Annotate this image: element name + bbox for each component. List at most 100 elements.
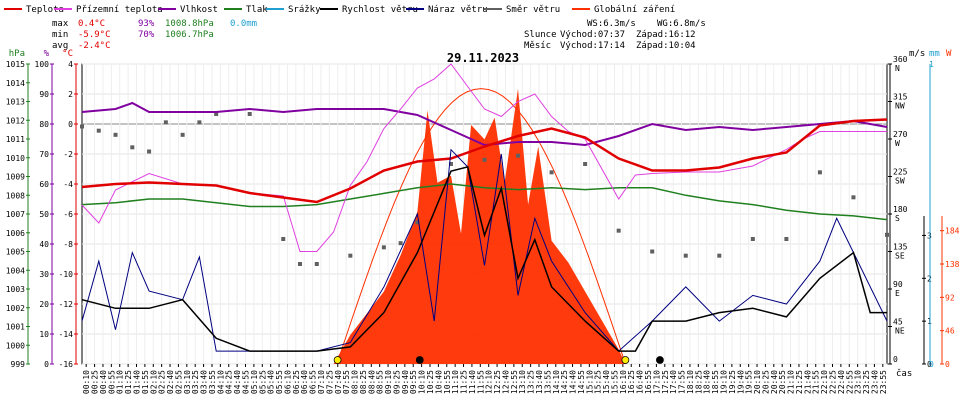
x-tick-label: 22:40: [837, 370, 846, 394]
x-tick-label: 23:25: [862, 370, 871, 394]
stat-max-temp: 0.4°C: [78, 19, 105, 29]
axis-pressure-tick-label: 1009: [6, 173, 25, 182]
x-tick-label: 20:55: [778, 370, 787, 394]
axes: 00:10 00:25 00:40 00:55 01:10 01:25 01:40 01:55…: [6, 49, 960, 394]
x-tick-label: 04:10: [216, 370, 225, 394]
axis-direction-direction-label: S: [895, 214, 900, 223]
x-tick-label: 04:25: [225, 370, 234, 394]
wind-direction-point: [314, 262, 319, 266]
axis-radiation-label: W: [946, 49, 952, 59]
stat-max-press: 1008.8hPa: [165, 19, 214, 29]
wind-direction-point: [348, 253, 353, 258]
wind-direction-point: [817, 170, 822, 175]
stat-moon-label: Měsíc: [524, 41, 551, 51]
x-tick-label: 14:40: [569, 370, 578, 394]
legend-label: Rychlost větru: [342, 5, 418, 15]
axis-humidity-tick-label: 40: [39, 240, 49, 249]
wind-direction-point: [683, 253, 688, 258]
moonrise-marker: [656, 356, 664, 364]
wind-direction-point: [214, 112, 219, 116]
axis-radiation-tick-label: 46: [945, 327, 955, 336]
stat-min-press: 1006.7hPa: [165, 30, 214, 40]
x-tick-label: 02:25: [158, 370, 167, 394]
x-tick-label: 23:40: [870, 370, 879, 394]
x-tick-label: 11:25: [460, 370, 469, 394]
stat-avg-label: avg: [52, 41, 68, 51]
wind-direction-point: [113, 132, 118, 137]
axis-pressure-tick-label: 1011: [6, 135, 25, 144]
series-radiation-area: [333, 88, 626, 364]
stats-block: max 0.4°C 93% 1008.8hPa 0.0mm min -5.9°C…: [52, 19, 706, 51]
axis-direction-direction-label: E: [895, 289, 900, 298]
x-tick-label: 06:40: [300, 370, 309, 394]
x-tick-label: 18:10: [686, 370, 695, 394]
x-tick-label: 11:55: [476, 370, 485, 394]
axis-temperature-tick-label: 0: [68, 120, 73, 129]
x-tick-label: 06:25: [292, 370, 301, 394]
x-tick-label: 02:10: [149, 370, 158, 394]
stat-min-hum: 70%: [138, 30, 155, 40]
x-tick-label: 17:25: [661, 370, 670, 394]
axis-direction-tick-label: 225: [893, 168, 908, 177]
stat-moon-rise: Východ:17:14: [560, 41, 625, 51]
axis-pressure-tick-label: 1004: [6, 266, 25, 275]
legend-label: Přízemní teplota: [76, 5, 163, 15]
x-tick-label: 06:10: [283, 370, 292, 394]
wind-direction-point: [180, 132, 185, 137]
wind-direction-point: [650, 249, 655, 254]
x-tick-label: 19:55: [745, 370, 754, 394]
axis-humidity-tick-label: 60: [39, 180, 49, 189]
axis-direction-direction-label: SW: [895, 177, 905, 186]
axis-pressure-tick-label: 1002: [6, 304, 25, 313]
stat-max-rain: 0.0mm: [230, 19, 257, 29]
wind-direction-point: [163, 120, 168, 125]
sunrise-marker: [333, 356, 342, 364]
x-tick-label: 21:10: [787, 370, 796, 394]
axis-direction-tick-label: 360: [893, 55, 908, 64]
x-tick-label: 00:10: [82, 370, 91, 394]
axis-pressure-tick-label: 1005: [6, 248, 25, 257]
axis-temperature-tick-label: -8: [63, 240, 73, 249]
axis-temperature-tick-label: -6: [63, 210, 73, 219]
x-tick-label: 01:25: [124, 370, 133, 394]
axis-radiation-tick-label: 0: [945, 360, 950, 369]
stat-min-label: min: [52, 30, 68, 40]
x-tick-label: 22:25: [828, 370, 837, 394]
sunset-marker: [621, 356, 630, 364]
stat-sun-label: Slunce: [524, 30, 557, 40]
axis-temperature-tick-label: 2: [68, 90, 73, 99]
legend-label: Tlak: [246, 5, 268, 15]
axis-temperature-tick-label: -10: [59, 270, 74, 279]
x-tick-label: 05:25: [258, 370, 267, 394]
x-tick-label: 11:10: [451, 370, 460, 394]
wind-direction-point: [885, 232, 889, 237]
wind-direction-point: [298, 262, 303, 266]
axis-pressure-label: hPa: [9, 49, 25, 59]
x-tick-label: 03:55: [208, 370, 217, 394]
x-tick-label: 18:40: [703, 370, 712, 394]
axis-direction-direction-label: N: [895, 64, 900, 73]
x-tick-label: 20:10: [753, 370, 762, 394]
x-tick-label: 17:40: [669, 370, 678, 394]
axis-pressure-tick-label: 1001: [6, 323, 25, 332]
x-tick-label: 05:10: [250, 370, 259, 394]
x-tick-label: 07:25: [325, 370, 334, 394]
x-tick-label: 07:10: [317, 370, 326, 394]
axis-temperature-tick-label: -12: [59, 300, 74, 309]
wind-direction-point: [784, 237, 789, 241]
x-tick-label: 08:55: [376, 370, 385, 394]
stat-sun-rise: Východ:07:37: [560, 30, 625, 40]
x-tick-label: 15:10: [585, 370, 594, 394]
stat-min-temp: -5.9°C: [78, 30, 111, 40]
x-tick-label: 12:55: [510, 370, 519, 394]
x-axis-label: čas: [896, 368, 912, 379]
x-tick-label: 01:40: [133, 370, 142, 394]
x-tick-label: 18:55: [711, 370, 720, 394]
axis-rain-tick-label: 0: [929, 360, 934, 369]
wind-direction-point: [851, 195, 856, 200]
stat-max-label: max: [52, 19, 69, 29]
axis-direction-tick-label: 90: [893, 280, 903, 289]
x-tick-label: 21:25: [795, 370, 804, 394]
x-tick-label: 09:10: [384, 370, 393, 394]
